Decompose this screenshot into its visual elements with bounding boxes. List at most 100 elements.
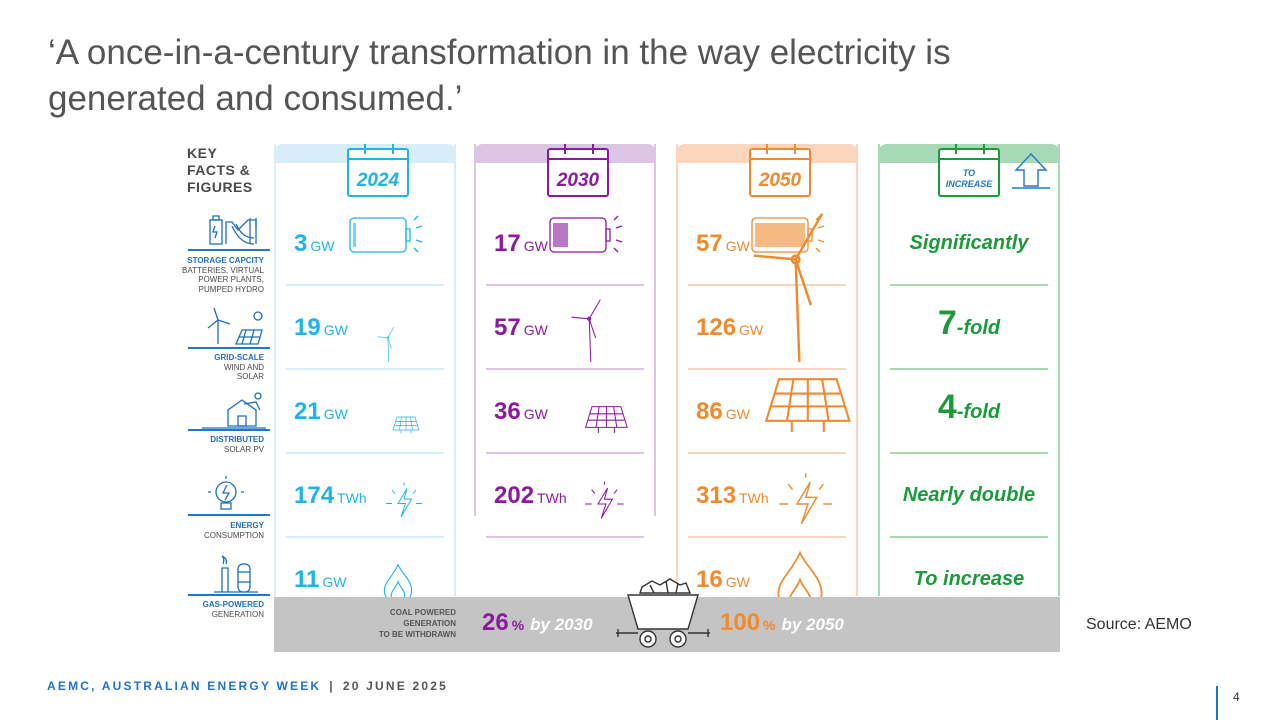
- solar-panel-icon: [392, 416, 420, 434]
- to-increase-badge: TO INCREASE: [938, 144, 1000, 197]
- legend-divider: [188, 249, 270, 251]
- fact-cell: 19 GW: [286, 286, 444, 370]
- slide-title: ‘A once-in-a-century transformation in t…: [48, 33, 951, 118]
- row-divider: [890, 284, 1048, 286]
- fact-value: 126 GW: [696, 314, 764, 341]
- source-note: Source: AEMO: [1086, 616, 1192, 633]
- battery-icon: [349, 215, 423, 253]
- fact-value: 17 GW: [494, 230, 548, 257]
- page-number: 4: [1233, 690, 1240, 704]
- row-divider: [286, 284, 444, 286]
- increase-text: 4-fold: [937, 388, 1001, 426]
- fact-cell: 313 TWh: [688, 454, 846, 538]
- fact-cell: 57 GW: [688, 202, 846, 286]
- fact-value: 36 GW: [494, 398, 548, 425]
- legend-label-distributed: DISTRIBUTED SOLAR PV: [210, 435, 264, 454]
- battery-icon: [549, 215, 623, 253]
- year-badge: 2024: [347, 144, 409, 197]
- lightning-icon: [584, 481, 624, 519]
- fact-value: 11 GW: [294, 566, 347, 593]
- wind-turbine-icon: [377, 326, 395, 362]
- legend-grid-scale: GRID-SCALE WIND AND SOLAR: [180, 306, 270, 390]
- coal-2050-value: 100% by 2050: [720, 609, 844, 636]
- fact-cell: 3 GW: [286, 202, 444, 286]
- battery-icon: [751, 215, 825, 253]
- row-divider: [486, 452, 644, 454]
- increase-cell: 7-fold: [890, 286, 1048, 370]
- fact-value: 57 GW: [494, 314, 548, 341]
- legend-divider: [188, 429, 270, 431]
- row-divider: [688, 368, 846, 370]
- legend-storage: STORAGE CAPCITY BATTERIES, VIRTUAL POWER…: [180, 212, 270, 296]
- row-divider: [486, 536, 644, 538]
- gas-plant-icon: [214, 555, 258, 593]
- column-2024: 2024 3 GW 19 GW 21 GW 174 TWh 11 GW: [274, 144, 456, 605]
- coal-cart-icon: [616, 578, 710, 648]
- year-badge: 2050: [749, 144, 811, 197]
- fact-value: 202 TWh: [494, 482, 567, 509]
- increase-cell: 4-fold: [890, 370, 1048, 454]
- solar-panel-icon: [584, 406, 628, 434]
- row-divider: [688, 536, 846, 538]
- rooftop-solar-house-icon: [202, 392, 266, 429]
- legend-distributed: DISTRIBUTED SOLAR PV: [180, 390, 270, 474]
- year-label: 2024: [356, 170, 400, 191]
- fact-value: 86 GW: [696, 398, 750, 425]
- row-divider: [890, 368, 1048, 370]
- fact-cell: 36 GW: [486, 370, 644, 454]
- lightbulb-icon: [208, 476, 244, 510]
- year-label: 2030: [556, 170, 600, 191]
- fact-value: 21 GW: [294, 398, 348, 425]
- key-facts-title: KEY FACTS & FIGURES: [187, 145, 253, 195]
- wind-turbine-icon: [753, 213, 824, 362]
- row-divider: [890, 536, 1048, 538]
- fact-value: 16 GW: [696, 566, 750, 593]
- fact-cell: 57 GW: [486, 286, 644, 370]
- year-label: 2050: [758, 170, 802, 191]
- fact-cell: 174 TWh: [286, 454, 444, 538]
- key-facts-infographic: KEY FACTS & FIGURES STORAGE CAPCITY BATT…: [180, 140, 1070, 660]
- fact-value: 174 TWh: [294, 482, 367, 509]
- legend-gas: GAS-POWERED GENERATION: [180, 554, 270, 638]
- row-divider: [286, 452, 444, 454]
- legend-energy-consumption: ENERGY CONSUMPTION: [180, 474, 270, 558]
- wind-turbine-icon: [571, 299, 601, 362]
- legend-label-gas: GAS-POWERED GENERATION: [202, 600, 264, 619]
- fact-value: 57 GW: [696, 230, 750, 257]
- page-number-bar: [1216, 686, 1218, 720]
- increase-text: To increase: [913, 568, 1025, 590]
- row-divider: [688, 284, 846, 286]
- legend-divider: [188, 347, 270, 349]
- increase-text: Nearly double: [902, 484, 1036, 506]
- increase-cell: Significantly: [890, 202, 1048, 286]
- fact-value: 3 GW: [294, 230, 335, 257]
- legend: KEY FACTS & FIGURES STORAGE CAPCITY BATT…: [180, 140, 270, 660]
- coal-withdrawal-band: COAL POWERED GENERATION TO BE WITHDRAWN …: [274, 578, 1060, 652]
- increase-cell: To increase: [890, 538, 1048, 622]
- increase-text: Significantly: [909, 232, 1029, 254]
- year-badge: 2030: [547, 144, 609, 197]
- fact-cell: 202 TWh: [486, 454, 644, 538]
- column-to-increase: TO INCREASE Significantly 7-fold 4-fold Nea…: [878, 144, 1060, 596]
- row-divider: [486, 284, 644, 286]
- legend-divider: [188, 514, 270, 516]
- increase-text: 7-fold: [937, 304, 1001, 342]
- row-divider: [890, 452, 1048, 454]
- legend-label-storage: STORAGE CAPCITY BATTERIES, VIRTUAL POWER…: [182, 256, 264, 294]
- coal-label: COAL POWERED GENERATION TO BE WITHDRAWN: [378, 608, 456, 639]
- pumped-hydro-icon: [209, 215, 257, 245]
- fact-cell: 126 GW: [688, 213, 846, 370]
- legend-divider: [188, 594, 270, 596]
- row-divider: [486, 368, 644, 370]
- row-divider: [688, 452, 846, 454]
- fact-value: 313 TWh: [696, 482, 769, 509]
- lightning-icon: [386, 482, 422, 518]
- fact-cell: 17 GW: [486, 202, 644, 286]
- legend-label-energy: ENERGY CONSUMPTION: [204, 521, 264, 540]
- coal-2030-value: 26% by 2030: [482, 609, 593, 636]
- wind-solar-icon: [207, 307, 263, 345]
- up-arrow-icon: [1012, 152, 1050, 189]
- increase-cell: Nearly double: [890, 454, 1048, 538]
- footer: AEMC, AUSTRALIAN ENERGY WEEK | 20 JUNE 202…: [47, 679, 448, 693]
- lightning-icon: [779, 473, 833, 525]
